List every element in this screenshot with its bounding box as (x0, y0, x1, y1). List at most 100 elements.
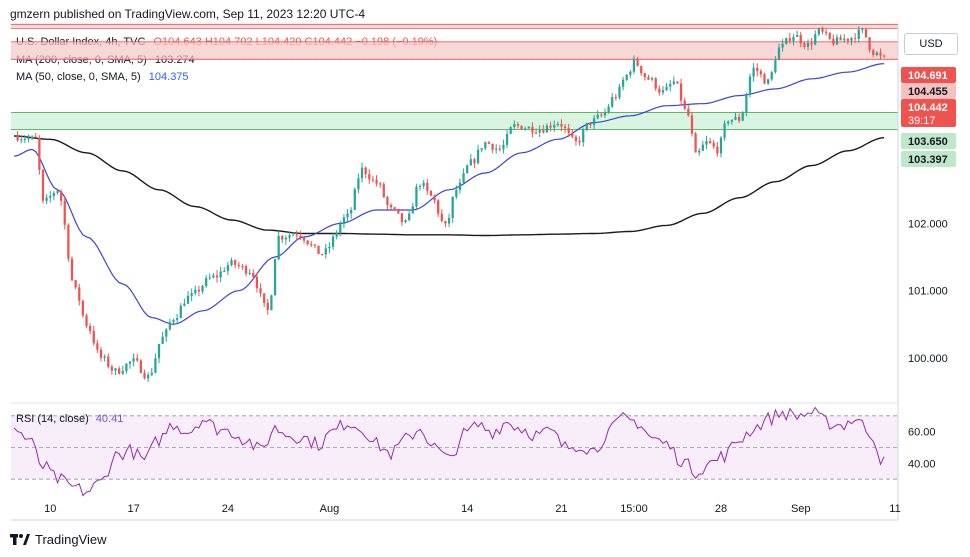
candle (132, 358, 135, 362)
candle (708, 141, 712, 143)
candle (85, 315, 88, 327)
candle (698, 150, 701, 153)
zones-layer (11, 23, 898, 130)
candle (259, 288, 262, 294)
candle (226, 265, 230, 271)
ma50-value: 104.375 (148, 71, 189, 83)
candle (230, 260, 233, 266)
candle (458, 182, 462, 190)
candle (788, 38, 791, 41)
candle (223, 270, 226, 272)
rsi-tick-label: 60.00 (908, 427, 936, 439)
time-tick-label: Sep (791, 503, 811, 515)
candle (110, 366, 114, 371)
candle (647, 77, 650, 80)
candle (429, 190, 433, 196)
candle (375, 179, 378, 184)
candle (618, 86, 621, 98)
candle (302, 237, 306, 241)
candle (611, 97, 614, 107)
candle (45, 197, 48, 201)
candle (839, 37, 842, 41)
candle (531, 126, 534, 133)
candle (393, 207, 396, 210)
candle (640, 65, 643, 74)
time-tick-label: 14 (461, 503, 473, 515)
candle (74, 280, 77, 288)
candle (763, 74, 766, 84)
candle (451, 196, 454, 218)
candle (741, 112, 744, 121)
candle (313, 244, 317, 246)
candle (78, 287, 81, 301)
candle (719, 137, 723, 154)
candle (165, 329, 168, 337)
candle (810, 42, 813, 45)
candle (67, 224, 70, 259)
candle (824, 31, 828, 33)
candle (636, 58, 639, 66)
candle (281, 236, 284, 240)
currency-button[interactable]: USD (904, 33, 958, 55)
candle (437, 200, 440, 214)
zone-1 (11, 112, 898, 130)
candle (585, 123, 588, 131)
ma50-label: MA (50, close, 0, SMA, 5) (16, 71, 141, 83)
candle (295, 234, 298, 236)
candle (476, 149, 480, 164)
candle (194, 289, 197, 294)
candle (197, 289, 201, 292)
time-tick-label: 17 (128, 503, 140, 515)
candle (882, 55, 886, 57)
candle (176, 318, 179, 320)
candle (716, 146, 719, 154)
candle (814, 34, 817, 45)
candle (92, 330, 95, 344)
candle (524, 128, 527, 130)
candle (190, 293, 193, 296)
candle (212, 275, 215, 278)
price-label-box (901, 151, 956, 167)
candle (828, 32, 831, 39)
price-label-box (901, 99, 956, 127)
candle (447, 217, 451, 224)
candle (186, 295, 190, 304)
candle (368, 174, 371, 180)
candle (89, 326, 92, 331)
candle (752, 67, 755, 77)
candle (799, 34, 802, 44)
price-label-box (901, 83, 956, 99)
candle (607, 106, 610, 113)
candle (864, 28, 868, 38)
candle (683, 100, 686, 109)
candle (785, 38, 788, 44)
candle (596, 114, 599, 119)
candle (853, 37, 857, 39)
candles-layer (11, 26, 898, 383)
candle (730, 119, 733, 122)
candle (759, 71, 762, 75)
time-tick-label: 10 (44, 503, 56, 515)
candle (734, 116, 737, 120)
candle (150, 372, 153, 375)
ma50-line (13, 63, 885, 325)
candle (770, 72, 773, 80)
rsi-line (13, 406, 885, 497)
candle (208, 277, 211, 279)
candle (418, 186, 422, 188)
candle (241, 265, 244, 267)
candle (52, 192, 56, 196)
candle (60, 191, 63, 201)
countdown-label: 39:17 (908, 115, 936, 127)
candle (252, 272, 255, 277)
candle (118, 368, 121, 374)
candle (310, 244, 313, 246)
candle (168, 322, 172, 330)
candle (400, 213, 404, 223)
candle (563, 126, 567, 129)
candle (440, 213, 443, 221)
candle (255, 276, 259, 289)
candle (592, 118, 596, 125)
candle (125, 363, 128, 372)
